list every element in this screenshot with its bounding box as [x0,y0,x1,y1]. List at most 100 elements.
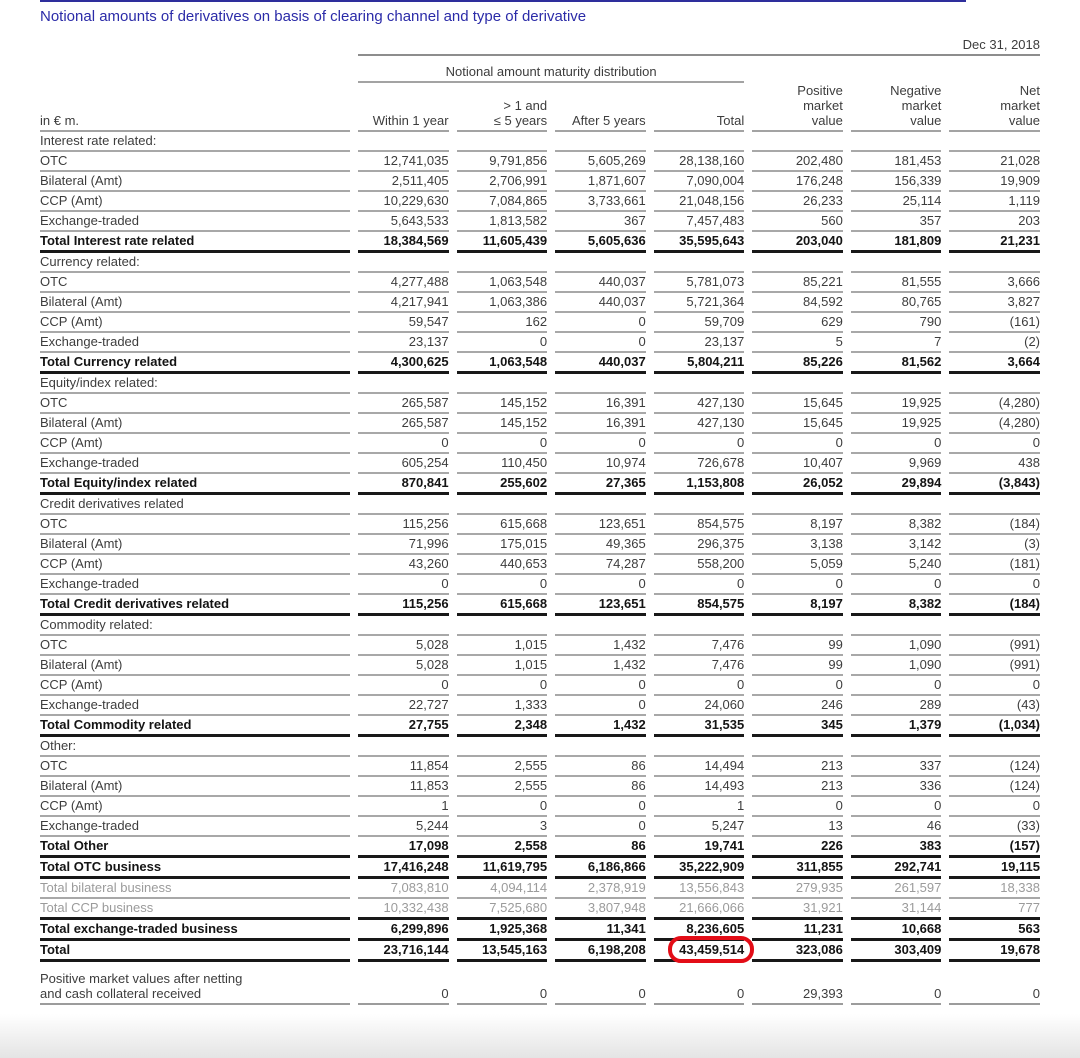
value-cell: 311,855 [752,858,843,879]
row-label: Commodity related: [40,616,350,636]
row-label: Positive market values after netting and … [40,962,350,1005]
value-cell: 558,200 [653,555,745,575]
value-cell: 265,587 [358,394,449,414]
row-label: Other: [40,737,350,757]
value-cell: 8,197 [752,515,843,535]
value-cell: 289 [850,696,942,716]
value-cell: 17,416,248 [358,858,449,879]
row-label: OTC [40,757,350,777]
value-cell: 12,741,035 [358,152,449,172]
data-row: Bilateral (Amt) 71,996 175,015 49,365 296,37… [40,535,1040,555]
grand-total-row: Total 23,716,144 13,545,163 6,198,208 43,459… [40,936,1040,963]
column-header: After 5 years [555,83,646,132]
data-row: Bilateral (Amt) 11,853 2,555 86 14,493 213 336… [40,777,1040,797]
row-label: OTC [40,273,350,293]
page-bottom-fade [0,1014,1080,1058]
section-total-row: Total Commodity related 27,755 2,348 1,432 3… [40,716,1040,737]
value-cell: 345 [752,716,843,737]
row-label: OTC [40,152,350,172]
row-label: Equity/index related: [40,374,350,394]
value-cell: 29,894 [850,474,942,495]
value-cell: 2,555 [456,757,548,777]
value-cell: 336 [850,777,942,797]
value-cell: 86 [555,837,646,858]
value-cell: 0 [752,434,843,454]
value-cell: 7 [850,333,942,353]
value-cell: 4,094,114 [456,879,548,899]
section-total-row: Total Currency related 4,300,625 1,063,548… [40,353,1040,374]
value-cell: 176,248 [752,172,843,192]
value-cell [555,495,646,515]
value-cell: 21,028 [949,152,1040,172]
value-cell [358,616,449,636]
value-cell: 59,547 [358,313,449,333]
summary-row: Total bilateral business 7,083,810 4,094,1… [40,879,1040,899]
value-cell: (124) [949,777,1040,797]
value-cell [358,737,449,757]
value-cell: 26,052 [752,474,843,495]
value-cell [653,616,745,636]
value-cell: 3 [456,817,548,837]
value-cell [653,132,745,152]
value-cell: 11,341 [555,920,646,941]
value-cell: 3,807,948 [555,899,646,920]
value-cell: 6,186,866 [555,858,646,879]
value-cell: 11,605,439 [456,232,548,253]
value-cell: 11,854 [358,757,449,777]
value-cell: 1,063,548 [456,273,548,293]
section-total-row: Total Credit derivatives related 115,256 6… [40,595,1040,616]
value-cell [555,737,646,757]
data-row: Exchange-traded 5,244 3 0 5,247 13 46 (33) [40,817,1040,837]
data-row: CCP (Amt) 1 0 0 1 0 0 0 [40,797,1040,817]
data-row: Bilateral (Amt) 5,028 1,015 1,432 7,476 99 1,0… [40,656,1040,676]
value-cell: 0 [752,575,843,595]
value-cell: 1,813,582 [456,212,548,232]
data-row: CCP (Amt) 59,547 162 0 59,709 629 790 (161) [40,313,1040,333]
value-cell [653,495,745,515]
value-cell: 1,090 [850,636,942,656]
value-cell: 123,651 [555,595,646,616]
row-label: Total Equity/index related [40,474,350,495]
value-cell: 18,384,569 [358,232,449,253]
value-cell: 0 [555,434,646,454]
row-label: Bilateral (Amt) [40,293,350,313]
value-cell: 265,587 [358,414,449,434]
value-cell: 0 [555,313,646,333]
value-cell: 115,256 [358,515,449,535]
value-cell: 81,562 [850,353,942,374]
value-cell: 19,678 [949,941,1040,962]
value-cell: 203,040 [752,232,843,253]
row-label: Bilateral (Amt) [40,172,350,192]
value-cell: 9,791,856 [456,152,548,172]
row-label: CCP (Amt) [40,797,350,817]
value-cell [752,132,843,152]
value-cell: 3,666 [949,273,1040,293]
section-header-row: Commodity related: [40,616,1040,636]
value-cell: 81,555 [850,273,942,293]
value-cell: (991) [949,656,1040,676]
value-cell: 790 [850,313,942,333]
value-cell [358,495,449,515]
value-cell: 1,432 [555,636,646,656]
row-label: OTC [40,636,350,656]
value-cell: 5,804,211 [653,353,745,374]
value-cell: 0 [555,696,646,716]
value-cell: 615,668 [456,595,548,616]
row-label: Total exchange-traded business [40,920,350,941]
value-cell: 29,393 [752,962,843,1005]
value-cell: (43) [949,696,1040,716]
page-title: Notional amounts of derivatives on basis… [40,8,587,25]
value-cell [456,374,548,394]
row-label: CCP (Amt) [40,676,350,696]
value-cell: 71,996 [358,535,449,555]
value-cell: 0 [949,676,1040,696]
value-cell: 1,333 [456,696,548,716]
value-cell: 261,597 [850,879,942,899]
value-cell: 23,716,144 [358,941,449,962]
value-cell: 21,048,156 [653,192,745,212]
data-row: Bilateral (Amt) 2,511,405 2,706,991 1,871,6… [40,172,1040,192]
top-rule [40,0,966,2]
value-cell: 27,755 [358,716,449,737]
value-cell: 99 [752,636,843,656]
value-cell: 1,432 [555,656,646,676]
